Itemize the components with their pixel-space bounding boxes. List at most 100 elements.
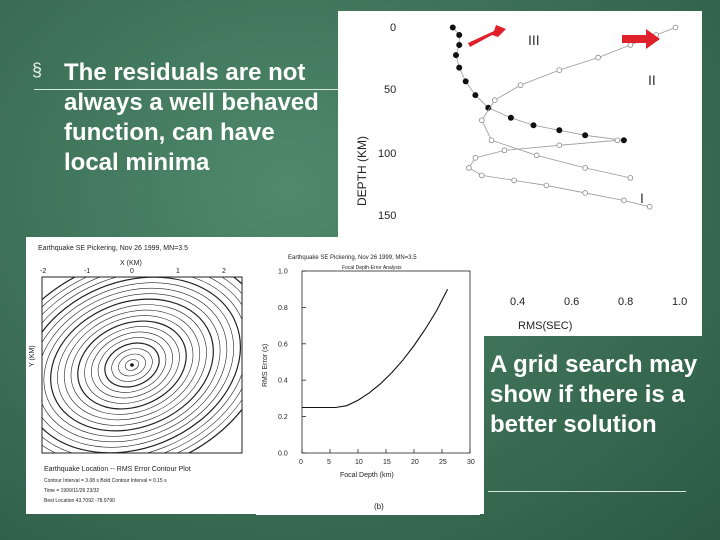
contour-rings bbox=[42, 277, 242, 453]
depth-series-2-point bbox=[543, 182, 550, 189]
label-i: I bbox=[640, 190, 644, 206]
rms-error-curve bbox=[302, 288, 449, 409]
rms-xtick-label: 25 bbox=[439, 459, 447, 466]
depth-series-2-point bbox=[621, 197, 627, 204]
depth-series-1-point bbox=[556, 67, 563, 73]
contour-ring bbox=[84, 326, 180, 404]
contour-ring bbox=[42, 287, 228, 443]
bullet-marker: § bbox=[32, 60, 43, 80]
rms-xtick-label: 15 bbox=[383, 459, 391, 466]
depth-series-0-point bbox=[620, 137, 627, 144]
contour-ring bbox=[42, 277, 242, 453]
contour-y-axis-label: Y (KM) bbox=[29, 345, 36, 367]
rms-subtitle: Focal Depth-Error Analysis bbox=[342, 265, 402, 271]
depth-series-1-point bbox=[479, 117, 485, 124]
depth-series-0-point bbox=[507, 114, 514, 121]
contour-x-axis-label: X (KM) bbox=[120, 260, 142, 267]
contour-footer-title: Earthquake Location -- RMS Error Contour… bbox=[44, 466, 191, 473]
depth-series-1-point bbox=[627, 175, 634, 181]
contour-xtick-2: 0 bbox=[130, 268, 134, 275]
depth-series-0-point bbox=[556, 127, 563, 134]
depth-series-2-point bbox=[472, 155, 479, 161]
depth-ytick-1: 50 bbox=[384, 84, 396, 96]
depth-series-1-point bbox=[533, 152, 540, 159]
rms-xtick-label: 10 bbox=[355, 459, 363, 466]
depth-series-2-point bbox=[582, 190, 588, 196]
rms-xlabel: Focal Depth (km) bbox=[340, 472, 394, 479]
depth-series-0-point bbox=[456, 32, 463, 39]
depth-ytick-0: 0 bbox=[390, 22, 396, 34]
depth-series-0-point bbox=[456, 64, 463, 71]
depth-series-0-point bbox=[582, 132, 589, 139]
depth-series-0-point bbox=[462, 78, 469, 85]
depth-series-0-point bbox=[472, 92, 479, 99]
contour-ring bbox=[50, 298, 214, 432]
best-location-marker bbox=[130, 363, 134, 367]
contour-xtick-0: -2 bbox=[40, 268, 46, 275]
rms-depth-figure: Earthquake SE Pickering, Nov 26 1999, MN… bbox=[256, 247, 480, 515]
depth-series-0-point bbox=[453, 52, 460, 59]
contour-ring bbox=[118, 353, 146, 377]
contour-xtick-4: 2 bbox=[222, 268, 226, 275]
depth-series-2-point bbox=[501, 147, 508, 154]
contour-ring bbox=[77, 320, 187, 410]
depth-series-1-point bbox=[672, 24, 679, 31]
contour-ring bbox=[91, 331, 173, 399]
rms-ytick-label: 0.8 bbox=[278, 305, 288, 312]
rms-ytick-label: 0.0 bbox=[278, 451, 288, 458]
depth-series-1-point bbox=[582, 165, 588, 171]
rms-ytick-label: 0.4 bbox=[278, 378, 288, 385]
rms-xtick-label: 0 bbox=[299, 459, 303, 466]
contour-ring bbox=[104, 342, 160, 388]
divider-top bbox=[34, 89, 340, 90]
depth-series-2-point bbox=[511, 177, 517, 184]
depth-rms-chart: DEPTH (KM) 0 50 100 150 0.4 0.6 0.8 1.0 … bbox=[355, 22, 687, 332]
contour-footer-line-1: Time = 1999/11/26 23/32 bbox=[44, 488, 99, 494]
divider-bottom bbox=[488, 491, 686, 492]
depth-series-2-point bbox=[466, 165, 472, 171]
rms-depth-chart: Earthquake SE Pickering, Nov 26 1999, MN… bbox=[262, 255, 475, 511]
contour-ring bbox=[70, 315, 194, 415]
rms-xtick-label: 5 bbox=[327, 459, 331, 466]
contour-ring bbox=[97, 337, 167, 393]
contour-ring bbox=[42, 277, 242, 453]
callout-text: A grid search may show if there is a bet… bbox=[490, 351, 698, 438]
depth-series-2-point bbox=[646, 203, 653, 210]
depth-series-2-line bbox=[468, 139, 650, 208]
depth-series-0-point bbox=[456, 42, 463, 49]
depth-series-1-point bbox=[491, 97, 498, 103]
contour-ring bbox=[57, 304, 207, 426]
rms-ytick-label: 0.2 bbox=[278, 414, 288, 421]
contour-ring bbox=[42, 282, 234, 448]
rms-plot-frame bbox=[301, 270, 471, 454]
contour-footer-line-0: Contour Interval = 3.08 s Bold Contour I… bbox=[44, 478, 167, 484]
depth-series-2-point bbox=[614, 137, 621, 144]
rms-ytick-label: 0.6 bbox=[278, 341, 288, 348]
rms-ylabel: RMS Error (s) bbox=[262, 344, 269, 387]
depth-xtick-3: 1.0 bbox=[672, 296, 687, 308]
depth-series-1-point bbox=[627, 42, 634, 48]
depth-series-2-point bbox=[556, 142, 563, 149]
contour-xtick-3: 1 bbox=[176, 268, 180, 275]
depth-series-1-line bbox=[481, 27, 676, 179]
contour-ring bbox=[111, 348, 153, 382]
contour-plot: Earthquake SE Pickering, Nov 26 1999, MN… bbox=[29, 245, 243, 504]
depth-xtick-1: 0.6 bbox=[564, 296, 579, 308]
label-ii: II bbox=[648, 72, 656, 88]
rms-ytick-label: 1.0 bbox=[278, 269, 288, 276]
rms-xtick-label: 20 bbox=[411, 459, 419, 466]
depth-series-0-point bbox=[530, 122, 537, 129]
label-iii: III bbox=[528, 32, 540, 48]
arrow-right-icon bbox=[622, 29, 660, 49]
depth-ytick-3: 150 bbox=[378, 210, 396, 222]
contour-header: Earthquake SE Pickering, Nov 26 1999, MN… bbox=[38, 245, 188, 252]
rms-xtick-label: 30 bbox=[467, 459, 475, 466]
contour-ring bbox=[43, 293, 221, 437]
depth-series-1-point bbox=[488, 137, 495, 144]
bullet-point: § The residuals are not always a well be… bbox=[32, 58, 332, 178]
contour-plot-frame bbox=[41, 276, 243, 454]
bullet-text: The residuals are not always a well beha… bbox=[64, 59, 319, 176]
contour-ring bbox=[42, 277, 242, 453]
depth-ytick-2: 100 bbox=[378, 148, 396, 160]
depth-xtick-0: 0.4 bbox=[510, 296, 525, 308]
